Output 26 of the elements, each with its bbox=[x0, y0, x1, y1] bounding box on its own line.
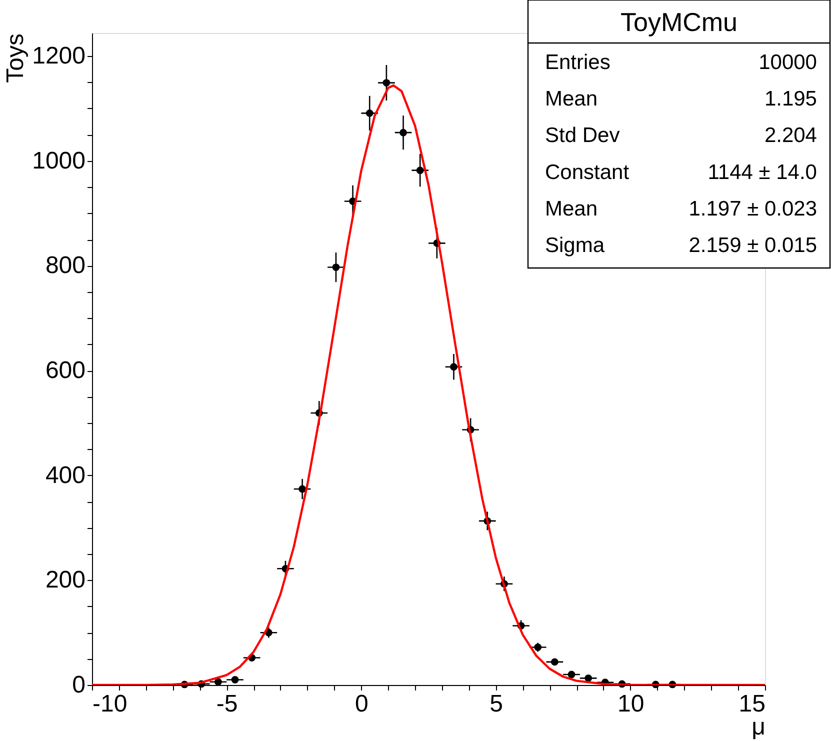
y-axis-title: Toys bbox=[2, 34, 30, 83]
x-tick-label: 5 bbox=[490, 690, 503, 718]
x-tick-label: -10 bbox=[92, 690, 128, 718]
annotation: 2.159 ± 0.015 bbox=[688, 234, 817, 257]
annotation: Sigma bbox=[545, 234, 605, 257]
y-tick-label: 600 bbox=[45, 357, 86, 384]
annotation: 1.197 ± 0.023 bbox=[688, 197, 817, 220]
y-tick-label: 1200 bbox=[32, 42, 86, 70]
annotation: 1.195 bbox=[764, 88, 817, 111]
y-tick-label: 1000 bbox=[32, 147, 86, 174]
y-tick-label: 400 bbox=[45, 462, 86, 489]
annotation: Entries bbox=[545, 51, 610, 74]
annotation: 1144 ± 14.0 bbox=[708, 160, 817, 184]
y-tick-label: 800 bbox=[45, 252, 86, 280]
annotation: Std Dev bbox=[545, 124, 620, 148]
x-tick-label: 0 bbox=[355, 690, 368, 718]
y-tick-label: 0 bbox=[72, 672, 86, 698]
annotation: 2.204 bbox=[764, 124, 818, 148]
y-tick-label: 200 bbox=[45, 566, 86, 594]
chart-title: ToyMCmu bbox=[620, 7, 738, 37]
annotation: Mean bbox=[545, 197, 598, 220]
annotation: Constant bbox=[545, 160, 630, 184]
x-tick-label: 10 bbox=[618, 690, 644, 718]
annotation: Mean bbox=[545, 88, 598, 111]
annotation: 10000 bbox=[758, 51, 817, 74]
x-tick-label: -5 bbox=[216, 690, 238, 718]
